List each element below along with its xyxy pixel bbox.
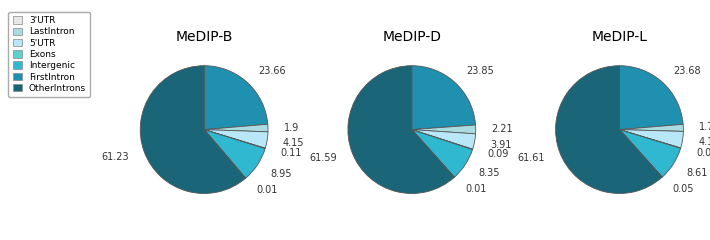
- Legend: 3'UTR, LastIntron, 5'UTR, Exons, Intergenic, FirstIntron, OtherIntrons: 3'UTR, LastIntron, 5'UTR, Exons, Interge…: [8, 12, 90, 97]
- Text: 23.66: 23.66: [258, 66, 286, 76]
- Text: 1.77: 1.77: [699, 122, 710, 132]
- Wedge shape: [412, 130, 476, 149]
- Wedge shape: [412, 130, 472, 177]
- Text: 23.85: 23.85: [466, 66, 494, 76]
- Wedge shape: [412, 130, 454, 177]
- Text: 8.61: 8.61: [687, 168, 708, 178]
- Wedge shape: [619, 130, 662, 177]
- Wedge shape: [204, 130, 268, 148]
- Wedge shape: [619, 130, 683, 148]
- Wedge shape: [348, 66, 454, 193]
- Text: 0.05: 0.05: [673, 184, 694, 194]
- Text: 61.61: 61.61: [518, 153, 545, 163]
- Wedge shape: [204, 130, 265, 178]
- Wedge shape: [412, 125, 476, 134]
- Wedge shape: [619, 130, 681, 177]
- Text: 0.09: 0.09: [488, 149, 509, 159]
- Text: 0.01: 0.01: [256, 186, 278, 195]
- Wedge shape: [619, 130, 681, 148]
- Text: 1.9: 1.9: [284, 123, 299, 133]
- Wedge shape: [412, 130, 473, 150]
- Wedge shape: [204, 130, 246, 178]
- Title: MeDIP-D: MeDIP-D: [382, 30, 442, 44]
- Text: 4.19: 4.19: [699, 137, 710, 147]
- Wedge shape: [412, 66, 476, 130]
- Wedge shape: [619, 124, 683, 132]
- Text: 3.91: 3.91: [490, 140, 512, 150]
- Wedge shape: [556, 66, 662, 193]
- Text: 0.09: 0.09: [696, 148, 710, 158]
- Text: 61.59: 61.59: [310, 153, 337, 163]
- Text: 8.35: 8.35: [479, 168, 500, 178]
- Wedge shape: [619, 66, 683, 130]
- Wedge shape: [141, 66, 246, 193]
- Wedge shape: [204, 66, 268, 130]
- Text: 23.68: 23.68: [674, 66, 701, 76]
- Title: MeDIP-B: MeDIP-B: [175, 30, 233, 44]
- Wedge shape: [204, 130, 266, 149]
- Text: 8.95: 8.95: [271, 169, 293, 179]
- Text: 61.23: 61.23: [102, 152, 129, 162]
- Text: 0.01: 0.01: [465, 184, 486, 194]
- Text: 0.11: 0.11: [280, 148, 302, 158]
- Title: MeDIP-L: MeDIP-L: [591, 30, 648, 44]
- Wedge shape: [204, 124, 268, 132]
- Text: 4.15: 4.15: [283, 138, 305, 148]
- Text: 2.21: 2.21: [491, 124, 513, 134]
